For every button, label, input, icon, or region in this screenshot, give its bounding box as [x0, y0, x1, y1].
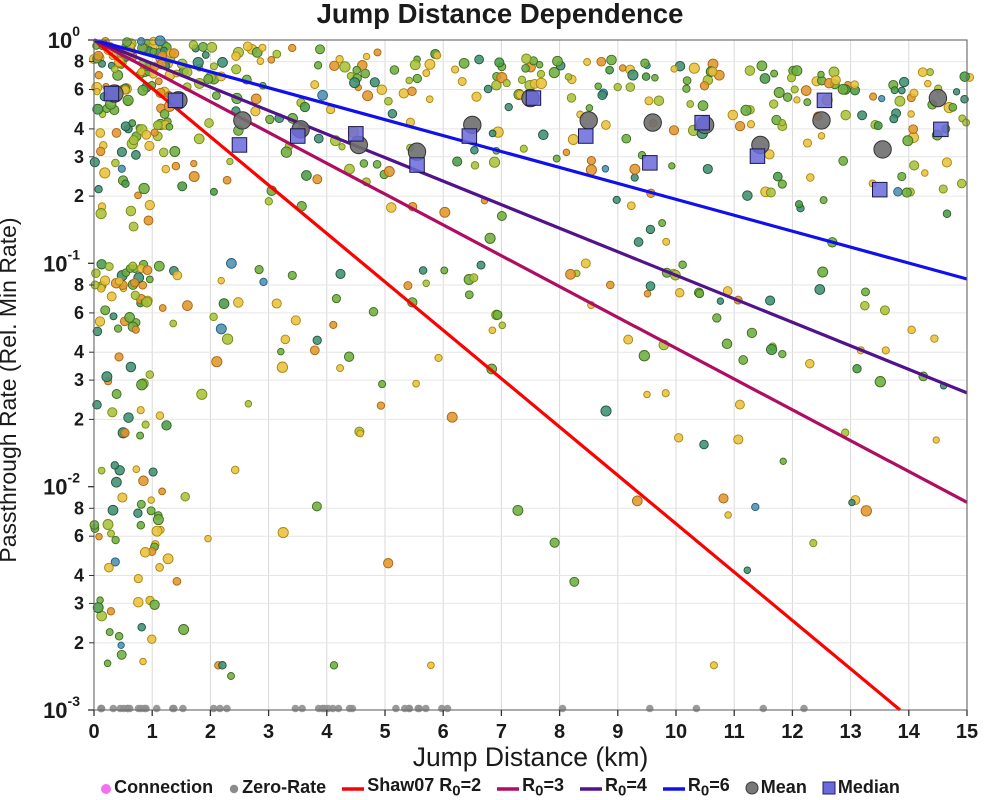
svg-text:2: 2: [205, 721, 216, 743]
svg-text:6: 6: [74, 80, 84, 100]
svg-text:8: 8: [74, 498, 84, 518]
svg-text:11: 11: [724, 721, 745, 743]
svg-text:7: 7: [496, 721, 507, 743]
svg-text:10-1: 10-1: [43, 246, 80, 276]
svg-text:4: 4: [321, 721, 333, 743]
svg-text:8: 8: [554, 721, 565, 743]
svg-text:8: 8: [74, 52, 84, 72]
svg-text:6: 6: [438, 721, 449, 743]
svg-text:2: 2: [74, 633, 84, 653]
svg-text:2: 2: [74, 409, 84, 429]
svg-text:3: 3: [74, 147, 84, 167]
svg-text:10: 10: [665, 721, 687, 743]
svg-text:8: 8: [74, 275, 84, 295]
svg-text:15: 15: [956, 721, 978, 743]
svg-text:14: 14: [898, 721, 921, 743]
svg-text:9: 9: [612, 721, 623, 743]
svg-text:4: 4: [74, 119, 84, 139]
svg-text:5: 5: [379, 721, 390, 743]
svg-text:1: 1: [147, 721, 158, 743]
svg-text:6: 6: [74, 526, 84, 546]
svg-text:4: 4: [74, 342, 84, 362]
svg-text:10-2: 10-2: [43, 470, 80, 500]
svg-text:4: 4: [74, 566, 84, 586]
svg-text:2: 2: [74, 186, 84, 206]
svg-text:3: 3: [74, 593, 84, 613]
svg-text:13: 13: [839, 721, 861, 743]
svg-text:3: 3: [74, 370, 84, 390]
svg-text:100: 100: [48, 23, 80, 53]
svg-text:0: 0: [88, 721, 99, 743]
svg-text:12: 12: [781, 721, 803, 743]
svg-text:3: 3: [263, 721, 274, 743]
svg-text:10-3: 10-3: [43, 693, 80, 723]
svg-text:6: 6: [74, 303, 84, 323]
